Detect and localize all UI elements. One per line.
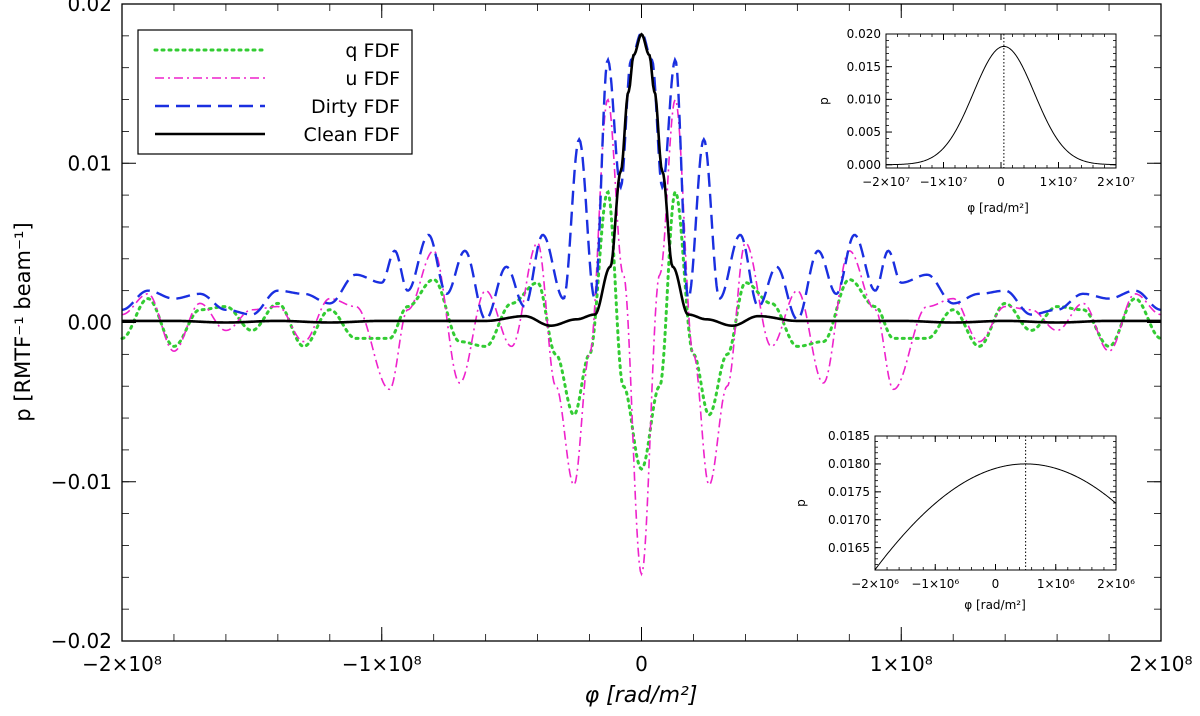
x-tick-label: 0 — [635, 652, 648, 676]
main-plot: −2×10⁸ −1×10⁸ 0 1×10⁸ 2×10⁸ −0.02 −0.01 0.00 0.0… — [11, 0, 1192, 708]
legend-label: Clean FDF — [304, 124, 400, 146]
y-tick-label: −0.02 — [51, 629, 112, 653]
main-x-axis-label: φ [rad/m²] — [585, 683, 698, 708]
x-tick-label: 0 — [992, 577, 1000, 591]
y-tick-label: 0.0180 — [828, 457, 870, 471]
x-tick-label: 1×10⁸ — [870, 652, 933, 676]
legend: q FDF u FDF Dirty FDF Clean FDF — [137, 29, 413, 155]
main-ticks: −2×10⁸ −1×10⁸ 0 1×10⁸ 2×10⁸ −0.02 −0.01 0.00 0.0… — [51, 0, 1193, 676]
y-tick-label: 0.0170 — [828, 513, 870, 527]
y-tick-label: 0.015 — [847, 60, 881, 74]
y-tick-label: 0.0175 — [828, 485, 870, 499]
inset-wide-y-axis-label: p — [817, 97, 831, 105]
legend-label: q FDF — [345, 40, 400, 62]
y-tick-label: 0.010 — [847, 93, 881, 107]
inset-plot-wide: −2×10⁷ −1×10⁷ 0 1×10⁷ 2×10⁷ 0.000 0.005 0.010 0.… — [817, 27, 1135, 215]
y-tick-label: 0.0185 — [828, 429, 870, 443]
y-tick-label: 0.00 — [67, 311, 112, 335]
inset-wide-ticks: −2×10⁷ −1×10⁷ 0 1×10⁷ 2×10⁷ 0.000 0.005 0.010 0.… — [847, 27, 1135, 189]
x-tick-label: 1×10⁶ — [1037, 577, 1075, 591]
main-y-axis-label: p [RMTF⁻¹ beam⁻¹] — [11, 222, 35, 421]
x-tick-label: −2×10⁷ — [862, 175, 910, 189]
series-line-q-fdf — [120, 189, 1163, 471]
x-tick-label: 2×10⁶ — [1097, 577, 1135, 591]
inset-plot-peak: −2×10⁶ −1×10⁶ 0 1×10⁶ 2×10⁶ 0.0165 0.0170 0.017… — [790, 429, 1135, 612]
series-line-clean-fdf — [122, 32, 1161, 327]
series-line-dirty-fdf — [121, 31, 1162, 321]
y-tick-label: 0.005 — [847, 125, 881, 139]
inset-peak-x-axis-label: φ [rad/m²] — [964, 598, 1026, 612]
inset-curve — [874, 463, 1117, 571]
x-tick-label: 0 — [997, 175, 1005, 189]
y-tick-label: 0.01 — [67, 151, 112, 175]
x-tick-label: 2×10⁷ — [1097, 175, 1135, 189]
x-tick-label: −1×10⁶ — [911, 577, 959, 591]
y-tick-label: 0.000 — [847, 158, 881, 172]
x-tick-label: 2×10⁸ — [1130, 652, 1193, 676]
legend-label: Dirty FDF — [311, 96, 400, 118]
x-tick-label: −1×10⁸ — [342, 652, 422, 676]
x-tick-label: −2×10⁸ — [82, 652, 162, 676]
x-tick-label: 1×10⁷ — [1040, 175, 1078, 189]
y-tick-label: 0.0165 — [828, 541, 870, 555]
inset-wide-x-axis-label: φ [rad/m²] — [967, 201, 1029, 215]
main-series-group — [120, 31, 1163, 577]
inset-peak-y-axis-label: p — [794, 499, 808, 507]
y-tick-label: 0.020 — [847, 27, 881, 41]
y-tick-label: −0.01 — [51, 470, 112, 494]
legend-label: u FDF — [345, 68, 400, 90]
series-line-u-fdf — [121, 98, 1162, 577]
inset-curve — [886, 45, 1117, 166]
inset-wide-series — [886, 34, 1117, 168]
inset-peak-series — [874, 436, 1117, 571]
x-tick-label: −1×10⁷ — [920, 175, 968, 189]
y-tick-label: 0.02 — [67, 0, 112, 16]
x-tick-label: −2×10⁶ — [851, 577, 899, 591]
inset-peak-ticks: −2×10⁶ −1×10⁶ 0 1×10⁶ 2×10⁶ 0.0165 0.0170 0.017… — [828, 429, 1135, 591]
